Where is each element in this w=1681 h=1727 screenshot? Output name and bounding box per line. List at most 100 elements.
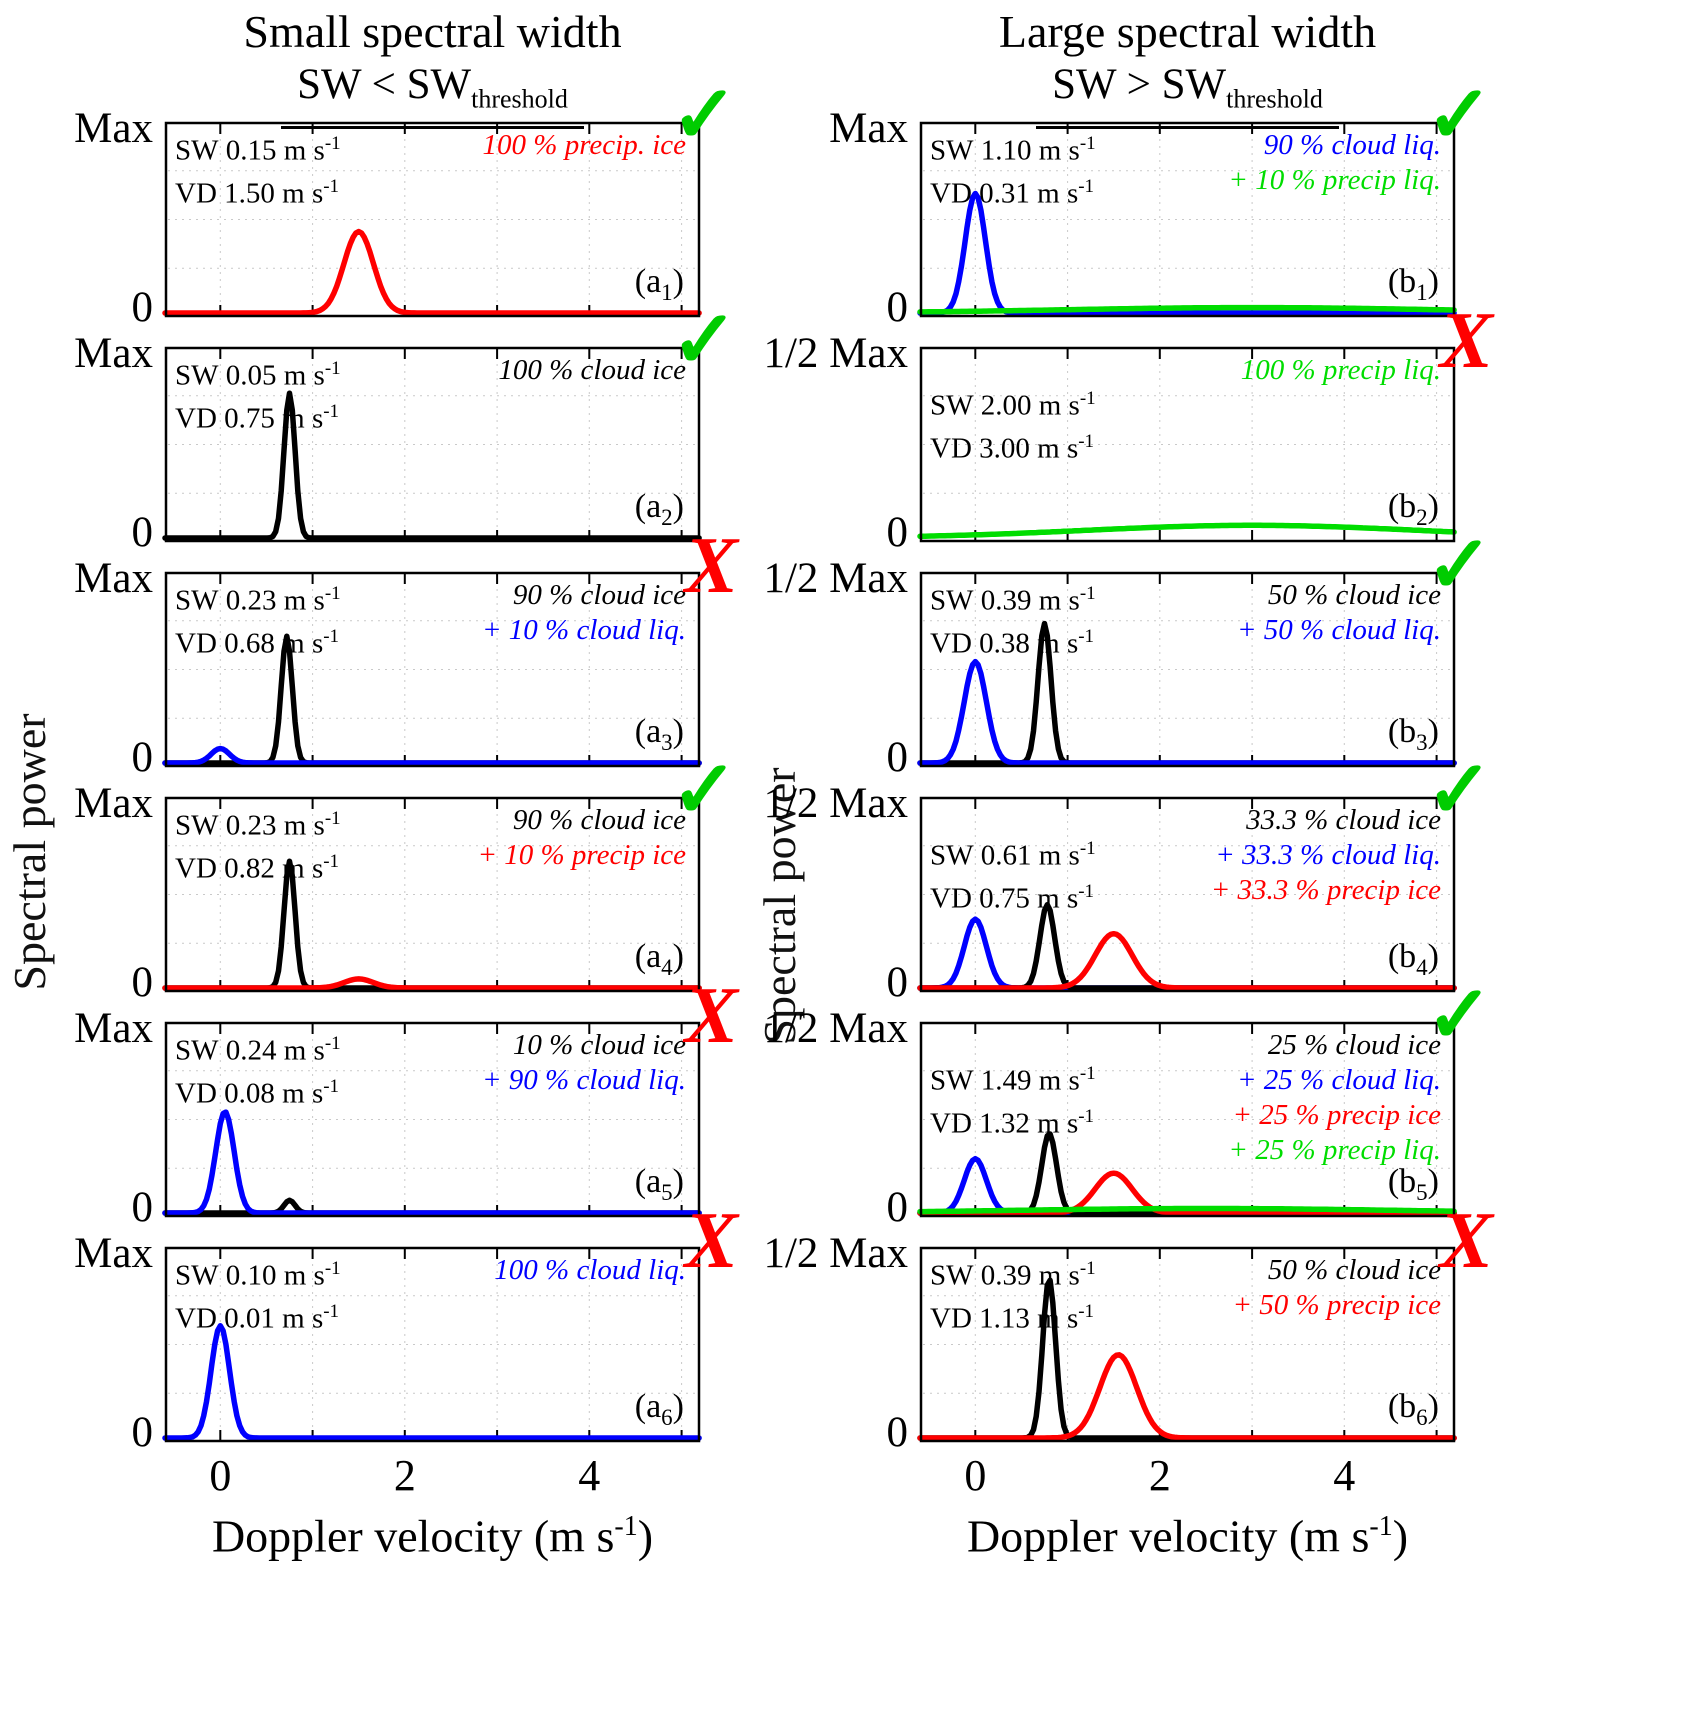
spectrum-curve-a5-1	[162, 1109, 702, 1216]
panel-id-label-b4: (b4)	[1387, 938, 1439, 980]
grid-lines	[923, 800, 1452, 989]
right-threshold-formula: SW > SWthreshold	[1036, 60, 1339, 129]
y-zero-label-a2: 0	[131, 509, 154, 556]
y-zero-label-b3: 0	[886, 734, 909, 781]
check-icon-b5: ✓	[1425, 972, 1493, 1060]
x-axis-title-left: Doppler velocity (m s-1)	[165, 1500, 700, 1563]
grid-lines	[168, 125, 697, 314]
spectrum-curve-b1-1	[917, 304, 1457, 315]
composition-line: + 25 % cloud liq.	[1236, 1064, 1441, 1096]
left-threshold-formula: SW < SWthreshold	[281, 60, 584, 129]
plot-frame-a1	[164, 121, 701, 318]
composition-line: + 25 % precip liq.	[1228, 1134, 1441, 1166]
spectrum-curve-a3-1	[162, 745, 702, 766]
plot-area-a3	[162, 571, 702, 768]
composition-label-b4: 33.3 % cloud ice + 33.3 % cloud liq. + 33.…	[1211, 803, 1441, 908]
x-axis-title-left-close: )	[637, 1510, 654, 1562]
grid-lines	[168, 350, 697, 539]
spectrum-curve-a6-0	[162, 1323, 702, 1441]
sw-vd-label-b4: SW 0.61 m s-1 VD 0.75 m s-1	[930, 838, 1096, 915]
plot-frame-a5	[164, 1021, 701, 1218]
composition-label-a4: 90 % cloud ice + 10 % precip ice	[477, 803, 686, 873]
axis-ticks	[219, 799, 683, 990]
plot-area-a1	[162, 121, 702, 318]
left-formula-text: SW < SW	[297, 61, 472, 108]
plot-area-a4	[162, 796, 702, 993]
composition-label-b5: 25 % cloud ice + 25 % cloud liq. + 25 % pr…	[1228, 1028, 1441, 1168]
sw-vd-label-a1: SW 0.15 m s-1 VD 1.50 m s-1	[175, 133, 341, 210]
axis-ticks	[219, 1024, 683, 1215]
x-tick-label: 0	[209, 1451, 232, 1500]
y-max-label-a6: Max	[74, 1230, 153, 1277]
spectrum-curve-b4-0	[917, 916, 1457, 991]
check-icon-b3: ✓	[1425, 522, 1493, 610]
y-axis-title-left: Spectral power	[4, 713, 55, 991]
plot-area-b3	[917, 571, 1457, 768]
x-axis-title-left-sup: -1	[614, 1511, 638, 1542]
right-formula-text: SW > SW	[1052, 61, 1227, 108]
composition-line: 90 % cloud ice	[512, 579, 686, 611]
spectrum-curve-b4-1	[917, 901, 1457, 991]
composition-line: 10 % cloud ice	[512, 1029, 686, 1061]
spectrum-curve-b3-1	[917, 658, 1457, 766]
plot-frame-a4	[164, 796, 701, 993]
check-icon-a4: ✓	[670, 747, 738, 835]
x-axis-title-right-sup: -1	[1369, 1511, 1393, 1542]
cross-icon-b6: X	[1439, 1197, 1493, 1285]
y-max-label-a4: Max	[74, 780, 153, 827]
plot-frame-b1	[919, 121, 1456, 318]
cross-icon-a5: X	[684, 972, 738, 1060]
spectrum-curve-a4-1	[162, 976, 702, 991]
right-column-title: Large spectral width	[998, 6, 1377, 57]
composition-line: 33.3 % cloud ice	[1246, 804, 1441, 836]
y-max-label-a2: Max	[74, 330, 153, 377]
composition-label-b3: 50 % cloud ice + 50 % cloud liq.	[1237, 578, 1441, 648]
x-axis-title-left-text: Doppler velocity (m s	[211, 1510, 615, 1562]
y-zero-label-a3: 0	[131, 734, 154, 781]
plot-area-b1	[917, 121, 1457, 318]
composition-label-b6: 50 % cloud ice + 50 % precip ice	[1232, 1253, 1441, 1323]
composition-line: + 50 % precip ice	[1232, 1289, 1441, 1321]
right-column-header: Large spectral width SW > SWthreshold	[920, 6, 1455, 129]
x-axis-title-right: Doppler velocity (m s-1)	[920, 1500, 1455, 1563]
composition-line: + 25 % precip ice	[1232, 1099, 1441, 1131]
panel-a2: Max 0 SW 0.05 m s-1 VD 0.75 m s-1 100 % clou…	[74, 301, 738, 556]
x-tick-labels-col0: 0 2 4	[165, 1452, 700, 1504]
sw-vd-label-a5: SW 0.24 m s-1 VD 0.08 m s-1	[175, 1033, 341, 1110]
y-zero-label-a5: 0	[131, 1184, 154, 1231]
x-tick-label: 4	[1333, 1451, 1356, 1500]
y-zero-label-b5: 0	[886, 1184, 909, 1231]
y-max-label-a1: Max	[74, 105, 153, 152]
x-tick-label: 2	[393, 1451, 416, 1500]
sw-vd-label-a3: SW 0.23 m s-1 VD 0.68 m s-1	[175, 583, 341, 660]
grid-lines	[923, 1025, 1452, 1214]
composition-line: + 10 % cloud liq.	[481, 614, 686, 646]
plot-frame-a2	[164, 346, 701, 543]
cross-icon-a6: X	[684, 1197, 738, 1285]
plot-area-b2	[917, 346, 1457, 543]
panel-id-label-b5: (b5)	[1387, 1163, 1439, 1205]
plot-frame-b2	[919, 346, 1456, 543]
plot-frame-b6	[919, 1246, 1456, 1443]
panel-id-label-a5: (a5)	[634, 1163, 684, 1205]
sw-vd-label-a6: SW 0.10 m s-1 VD 0.01 m s-1	[175, 1258, 341, 1335]
plot-area-a5	[162, 1021, 702, 1218]
x-axis-title-right-text: Doppler velocity (m s	[966, 1510, 1370, 1562]
plot-area-a6	[162, 1246, 702, 1443]
y-max-label-a5: Max	[74, 1005, 153, 1052]
grid-lines	[168, 1250, 697, 1439]
x-tick-label: 0	[964, 1451, 987, 1500]
y-max-label-b5: 1/2 Max	[763, 1005, 908, 1052]
y-max-label-b1: Max	[829, 105, 908, 152]
plot-frame-b3	[919, 571, 1456, 768]
composition-line: 90 % cloud liq.	[1263, 129, 1441, 161]
y-zero-label-b4: 0	[886, 959, 909, 1006]
composition-line: + 10 % precip ice	[477, 839, 686, 871]
panel-a6: Max 0 SW 0.10 m s-1 VD 0.01 m s-1 100 % clou…	[74, 1201, 738, 1456]
plot-frame-b4	[919, 796, 1456, 993]
cross-icon-b2: X	[1439, 297, 1493, 385]
left-formula-row: SW < SWthreshold	[165, 58, 700, 129]
panel-b5: 1/2 Max 0 SW 1.49 m s-1 VD 1.32 m s-1 25 % c…	[763, 976, 1493, 1231]
grid-lines	[923, 350, 1452, 539]
spectrum-curve-a2-0	[162, 390, 702, 541]
